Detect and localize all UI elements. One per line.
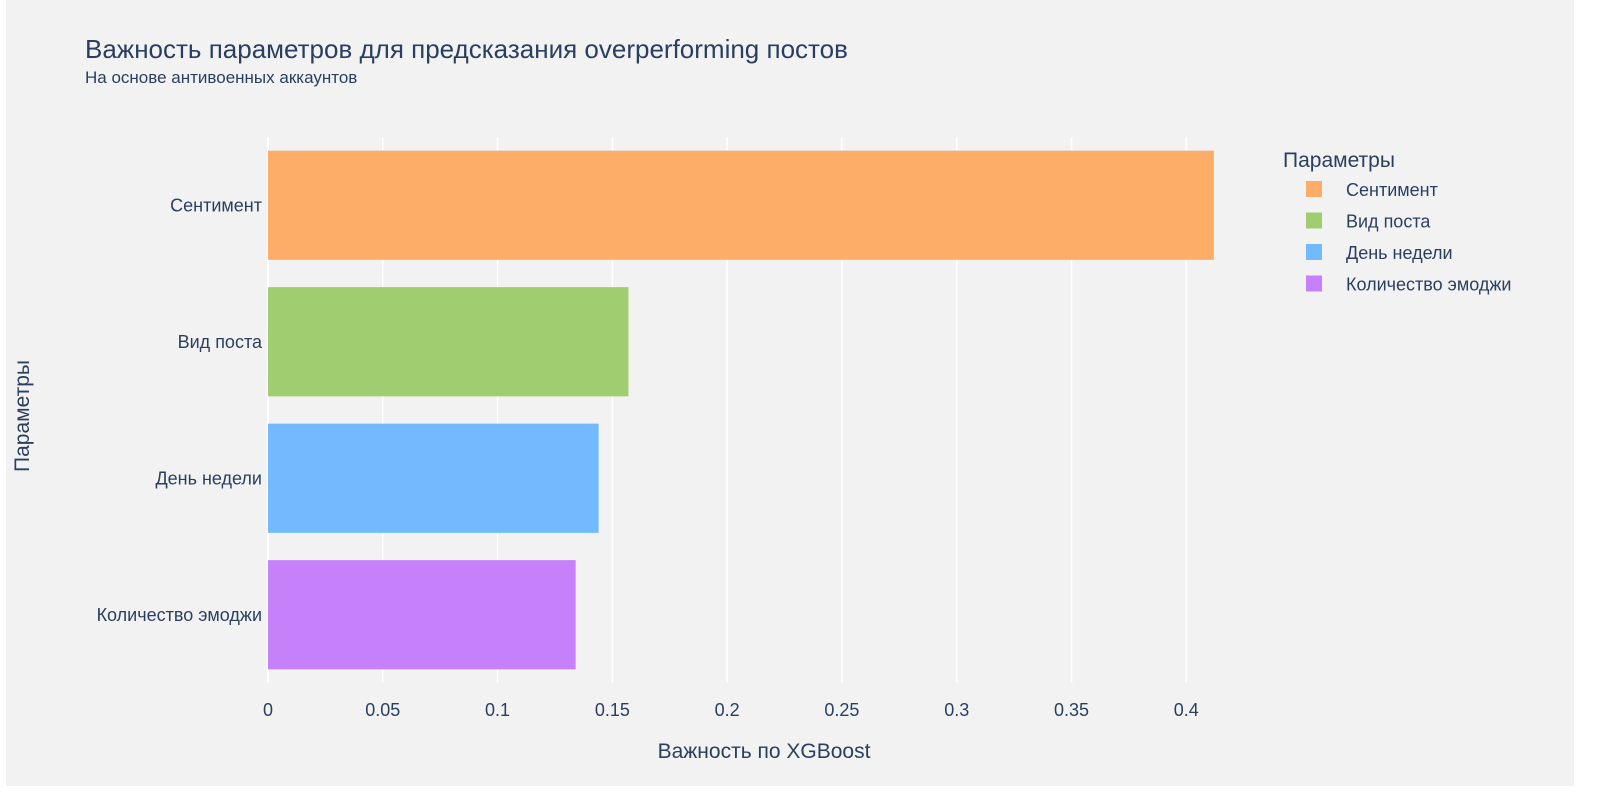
legend-swatch[interactable] [1306, 244, 1322, 260]
y-axis-ticks: Сентимент Вид поста День недели Количество … [97, 195, 263, 625]
legend-swatch[interactable] [1306, 212, 1322, 229]
x-tick-label: 0.35 [1054, 700, 1089, 720]
bar[interactable] [268, 423, 599, 533]
y-axis-title: Параметры [11, 360, 34, 472]
x-tick-label: 0.1 [485, 700, 510, 720]
y-tick-label: День недели [155, 468, 262, 488]
bar[interactable] [268, 150, 1214, 260]
y-tick-label: Количество эмоджи [97, 605, 262, 625]
y-tick-label: Сентимент [170, 195, 262, 215]
legend[interactable]: Параметры Сентимент Вид поста День недели К… [1283, 149, 1511, 295]
x-axis-ticks: 0 0.05 0.1 0.15 0.2 0.25 0.3 0.35 0.4 [263, 700, 1199, 720]
bar-chart: Важность параметров для предсказания ove… [6, 0, 1574, 786]
legend-item-label[interactable]: Сентимент [1346, 180, 1438, 200]
legend-swatch[interactable] [1306, 275, 1322, 292]
bar[interactable] [268, 287, 629, 397]
x-tick-label: 0.15 [595, 700, 630, 720]
y-tick-label: Вид поста [178, 332, 263, 352]
bar[interactable] [268, 560, 576, 670]
legend-items[interactable]: Сентимент Вид поста День недели Количество … [1306, 180, 1511, 295]
chart-container: Важность параметров для предсказания ove… [6, 0, 1574, 786]
x-tick-label: 0.05 [365, 700, 400, 720]
chart-subtitle: На основе антивоенных аккаунтов [85, 68, 357, 87]
legend-title: Параметры [1283, 149, 1395, 172]
x-tick-label: 0.25 [824, 700, 859, 720]
x-tick-label: 0.3 [944, 700, 969, 720]
legend-item-label[interactable]: День недели [1346, 243, 1453, 263]
legend-item-label[interactable]: Количество эмоджи [1346, 275, 1511, 295]
x-axis-title: Важность по XGBoost [658, 740, 871, 763]
chart-title: Важность параметров для предсказания ove… [85, 34, 848, 64]
paper-background [6, 0, 1574, 786]
legend-item-label[interactable]: Вид поста [1346, 212, 1431, 232]
bars [268, 150, 1214, 670]
legend-swatch[interactable] [1306, 181, 1322, 197]
x-tick-label: 0.2 [715, 700, 740, 720]
x-tick-label: 0.4 [1174, 700, 1199, 720]
x-tick-label: 0 [263, 700, 273, 720]
